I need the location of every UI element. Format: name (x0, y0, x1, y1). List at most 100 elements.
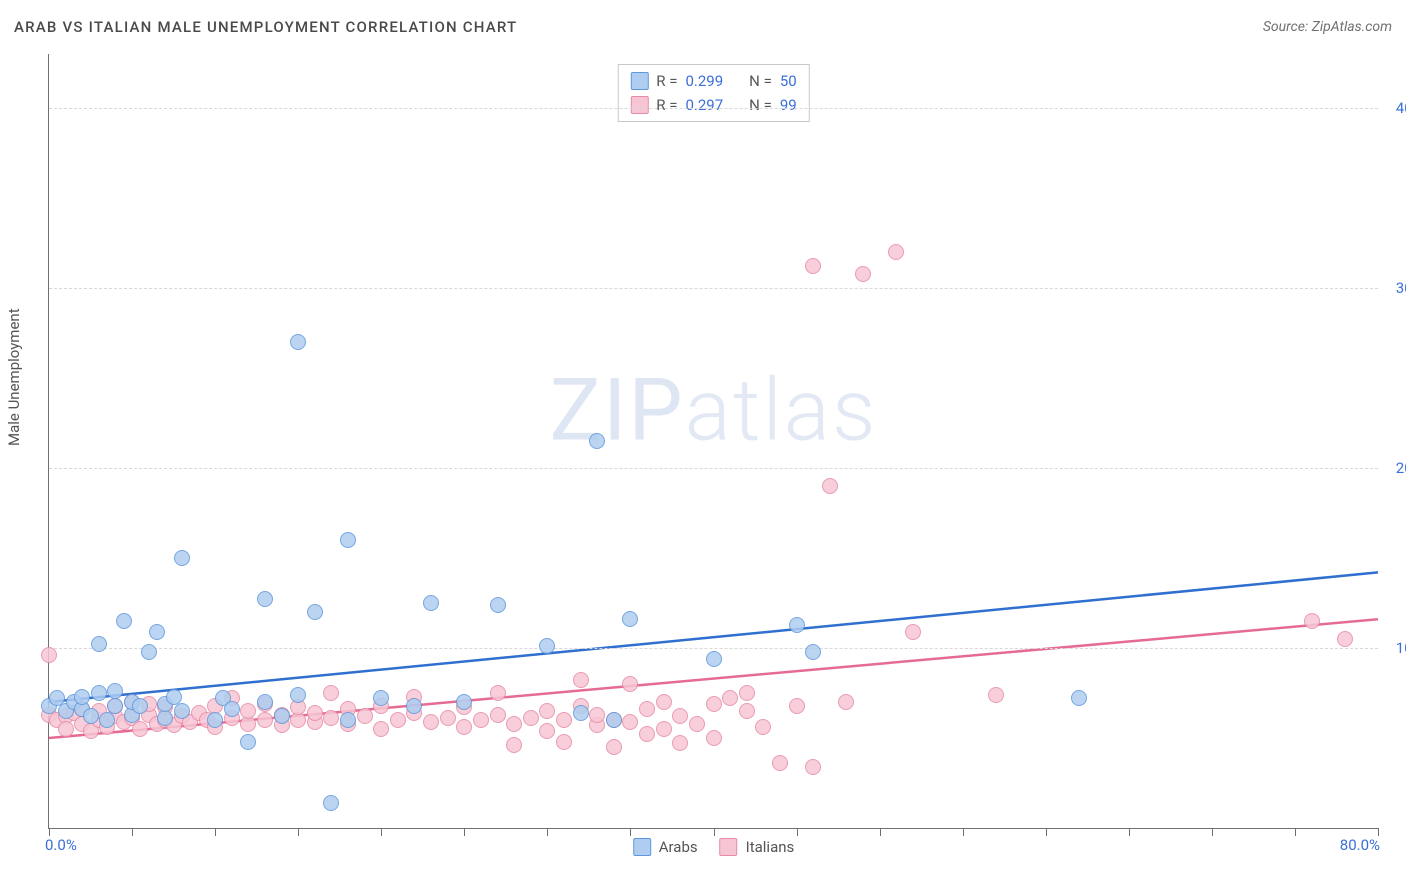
data-point (83, 708, 99, 724)
x-axis-label-min: 0.0% (45, 836, 77, 854)
x-tick (1212, 828, 1213, 836)
watermark-light: atlas (685, 360, 878, 461)
data-point (589, 433, 605, 449)
stats-legend: R = 0.299 N = 50 R = 0.297 N = 99 (617, 64, 809, 122)
data-point (706, 696, 722, 712)
data-point (224, 701, 240, 717)
data-point (174, 550, 190, 566)
x-tick (1378, 828, 1379, 836)
data-point (988, 687, 1004, 703)
data-point (490, 707, 506, 723)
data-point (240, 734, 256, 750)
data-point (573, 672, 589, 688)
x-tick (1295, 828, 1296, 836)
data-point (456, 719, 472, 735)
source-label: Source: ZipAtlas.com (1263, 19, 1392, 35)
data-point (157, 710, 173, 726)
data-point (440, 710, 456, 726)
data-point (240, 703, 256, 719)
data-point (805, 258, 821, 274)
data-point (606, 739, 622, 755)
data-point (573, 705, 589, 721)
legend-item-italians: Italians (720, 838, 795, 856)
data-point (905, 624, 921, 640)
data-point (357, 708, 373, 724)
data-point (606, 712, 622, 728)
y-tick-label: 30.0% (1382, 279, 1406, 297)
data-point (290, 334, 306, 350)
x-tick (1129, 828, 1130, 836)
y-axis-title: Male Unemployment (5, 308, 23, 446)
data-point (290, 687, 306, 703)
stat-r-italians: 0.297 (685, 96, 723, 114)
data-point (888, 244, 904, 260)
data-point (132, 721, 148, 737)
stat-label: R = (656, 72, 677, 90)
stats-row-arabs: R = 0.299 N = 50 (630, 69, 796, 93)
data-point (207, 712, 223, 728)
data-point (722, 690, 738, 706)
data-point (490, 685, 506, 701)
x-axis-label-max: 80.0% (1340, 836, 1380, 854)
x-tick (714, 828, 715, 836)
data-point (490, 597, 506, 613)
data-point (706, 651, 722, 667)
data-point (132, 698, 148, 714)
data-point (257, 712, 273, 728)
stat-label: N = (749, 72, 772, 90)
data-point (423, 714, 439, 730)
data-point (1304, 613, 1320, 629)
series-legend: Arabs Italians (633, 838, 795, 856)
data-point (390, 712, 406, 728)
data-point (622, 611, 638, 627)
data-point (739, 703, 755, 719)
chart-title: ARAB VS ITALIAN MALE UNEMPLOYMENT CORREL… (14, 18, 517, 36)
data-point (1071, 690, 1087, 706)
data-point (74, 689, 90, 705)
data-point (689, 716, 705, 732)
x-tick (797, 828, 798, 836)
data-point (107, 683, 123, 699)
data-point (423, 595, 439, 611)
data-point (772, 755, 788, 771)
stat-r-arabs: 0.299 (685, 72, 723, 90)
x-tick (630, 828, 631, 836)
data-point (656, 694, 672, 710)
data-point (622, 676, 638, 692)
legend-label: Arabs (659, 838, 698, 856)
gridline (49, 108, 1378, 109)
data-point (91, 636, 107, 652)
data-point (323, 710, 339, 726)
x-tick (49, 828, 50, 836)
data-point (406, 698, 422, 714)
data-point (556, 712, 572, 728)
x-tick (464, 828, 465, 836)
data-point (340, 712, 356, 728)
plot-area: ZIPatlas R = 0.299 N = 50 R = 0.297 N = … (48, 54, 1378, 829)
swatch-arabs (630, 72, 648, 90)
data-point (257, 694, 273, 710)
data-point (639, 701, 655, 717)
gridline (49, 648, 1378, 649)
data-point (340, 532, 356, 548)
data-point (805, 644, 821, 660)
stat-n-arabs: 50 (780, 72, 797, 90)
data-point (174, 703, 190, 719)
data-point (838, 694, 854, 710)
watermark-bold: ZIP (550, 360, 685, 461)
y-tick-label: 10.0% (1382, 639, 1406, 657)
gridline (49, 468, 1378, 469)
stats-row-italians: R = 0.297 N = 99 (630, 93, 796, 117)
x-tick (215, 828, 216, 836)
data-point (373, 721, 389, 737)
data-point (706, 730, 722, 746)
x-tick (547, 828, 548, 836)
data-point (141, 644, 157, 660)
stat-label: N = (749, 96, 772, 114)
data-point (506, 737, 522, 753)
data-point (855, 266, 871, 282)
data-point (822, 478, 838, 494)
data-point (755, 719, 771, 735)
y-tick-label: 20.0% (1382, 459, 1406, 477)
data-point (539, 638, 555, 654)
